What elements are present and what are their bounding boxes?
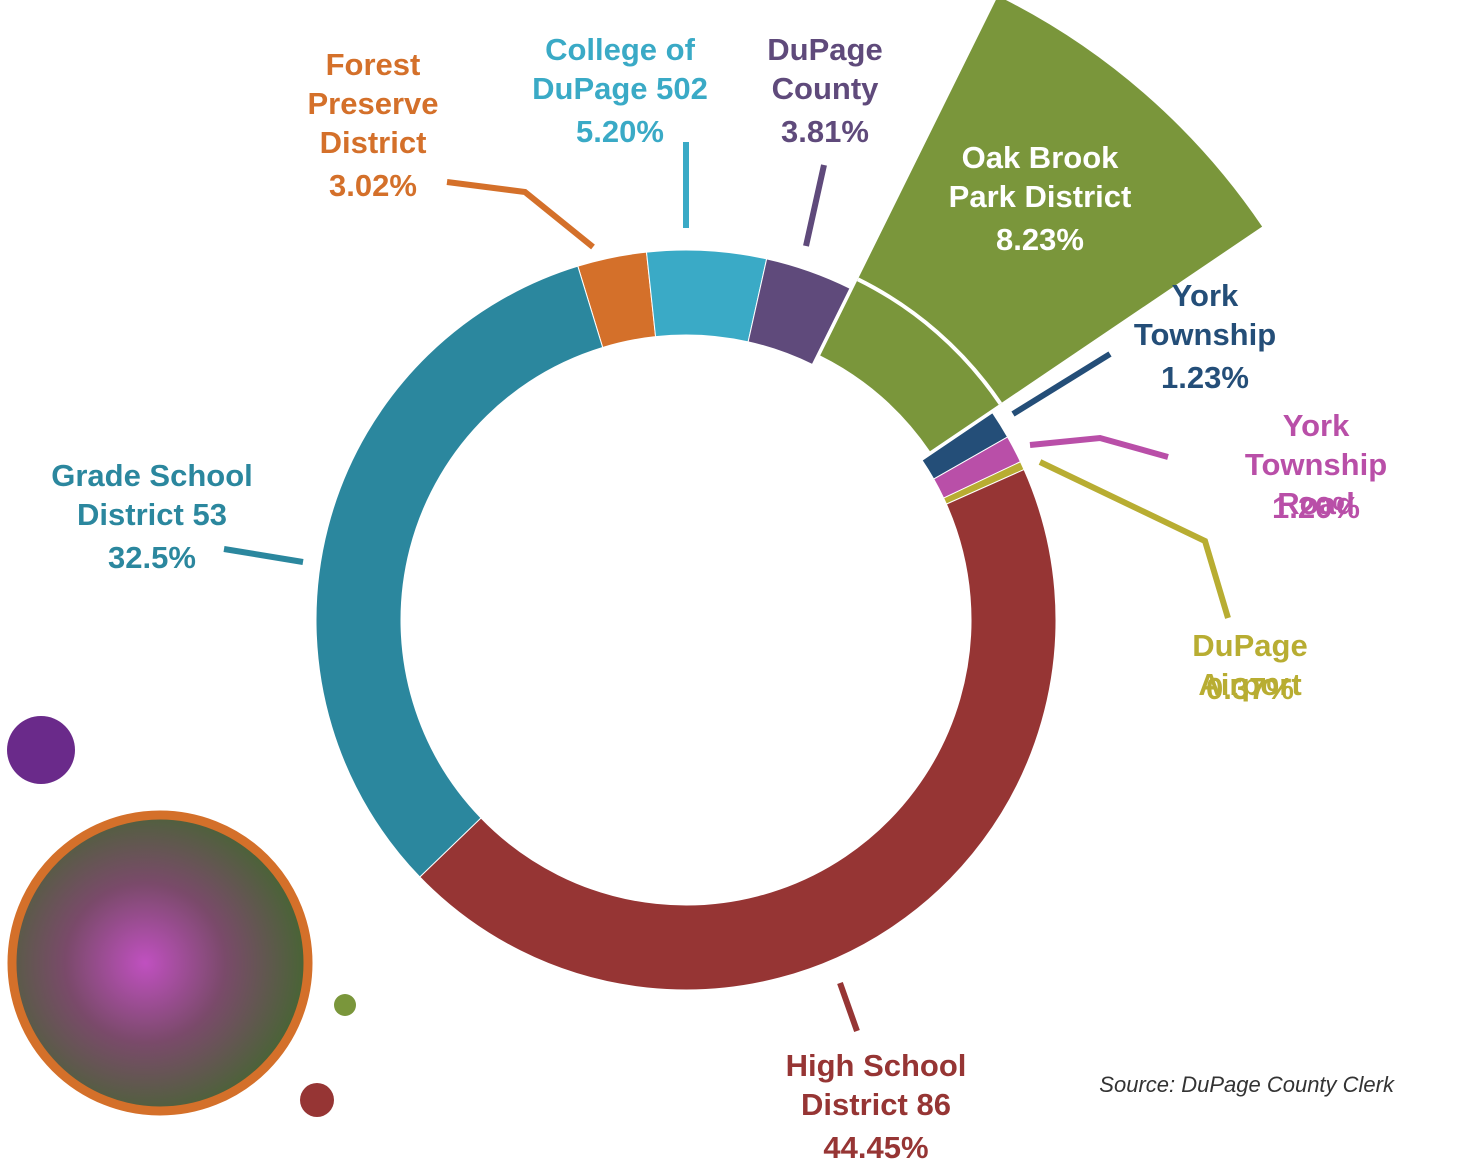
slice-label: College of DuPage 502 — [532, 32, 708, 106]
leader-line — [446, 179, 595, 250]
slice-value-label: 5.20% — [576, 114, 664, 149]
slice-value-label: 3.02% — [329, 168, 417, 203]
slice-value-label: 32.5% — [108, 540, 196, 575]
slice-label: DuPage Airport — [1192, 628, 1308, 702]
donut-slice — [747, 258, 851, 366]
leader-line — [223, 546, 304, 565]
donut-slice — [820, 0, 1263, 452]
flower-photo — [7, 810, 313, 1116]
leader-line — [1038, 459, 1231, 619]
slice-label: York Township Road — [1244, 408, 1388, 521]
slice-value-label: 0.37% — [1206, 671, 1294, 706]
leader-line — [1011, 351, 1112, 417]
donut-slice — [645, 249, 768, 343]
decor-dot — [7, 716, 75, 784]
slice-label: York Township — [1133, 278, 1277, 352]
donut-slice — [315, 265, 604, 878]
slice-label: DuPage County — [767, 32, 883, 106]
slice-value-label: 1.23% — [1161, 360, 1249, 395]
slice-value-label: 44.45% — [823, 1130, 929, 1165]
slice-label: Grade School District 53 — [51, 458, 253, 532]
decor-dot — [300, 1083, 334, 1117]
leader-line — [1029, 434, 1169, 460]
source: Source: DuPage County Clerk — [1099, 1072, 1394, 1097]
leader-line — [803, 164, 827, 247]
slice-label: Oak Brook Park District — [948, 140, 1132, 214]
slice-value-label: 3.81% — [781, 114, 869, 149]
decor-dot — [334, 994, 356, 1016]
slice-value-label: 1.20% — [1272, 490, 1360, 525]
slice-label: High School District 86 — [785, 1048, 967, 1122]
slice-label: Forest Preserve District — [307, 47, 439, 160]
slice-divider — [856, 277, 1003, 405]
slice-value-label: 8.23% — [996, 222, 1084, 257]
donut-slice — [419, 468, 1057, 991]
leader-line — [837, 981, 860, 1033]
